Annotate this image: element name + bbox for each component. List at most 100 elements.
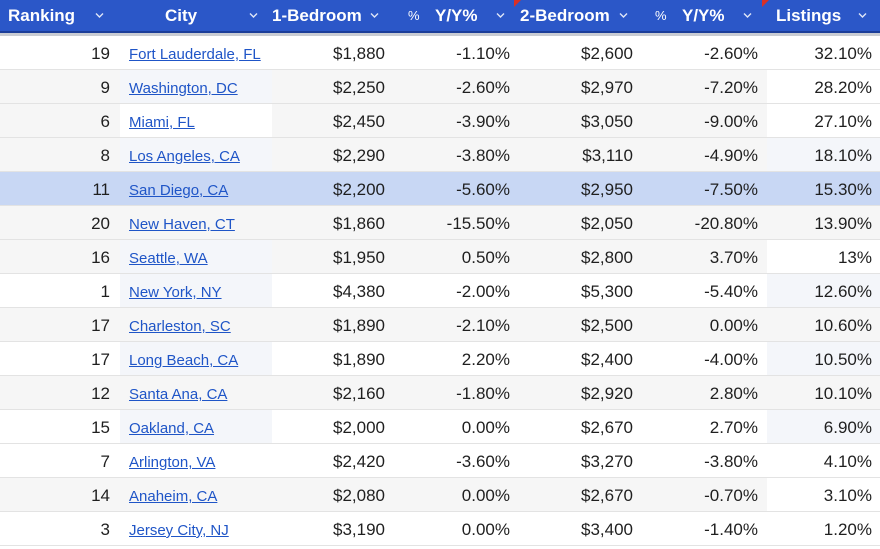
2-bedroom-yoy-cell[interactable]: 2.70% — [709, 418, 758, 437]
1-bedroom-yoy-cell[interactable]: 0.00% — [461, 520, 510, 539]
1-bedroom-yoy-cell[interactable]: -15.50% — [446, 214, 510, 233]
comment-marker-icon[interactable] — [762, 0, 769, 7]
2-bedroom-cell[interactable]: $2,800 — [581, 248, 633, 267]
2-bedroom-cell[interactable]: $2,670 — [581, 486, 633, 505]
column-header-2-bedroom-yoy[interactable]: % Y/Y% — [642, 0, 767, 31]
listings-cell[interactable]: 10.50% — [767, 342, 880, 375]
1-bedroom-yoy-cell[interactable]: -1.80% — [456, 384, 510, 403]
listings-cell[interactable]: 6.90% — [767, 410, 880, 443]
ranking-cell[interactable]: 20 — [91, 214, 110, 233]
ranking-cell[interactable]: 12 — [91, 384, 110, 403]
city-link[interactable]: Washington, DC — [120, 70, 272, 103]
ranking-cell[interactable]: 14 — [91, 486, 110, 505]
table-row[interactable]: 17 Charleston, SC $1,890 -2.10% $2,500 0… — [0, 308, 880, 342]
2-bedroom-yoy-cell[interactable]: -9.00% — [704, 112, 758, 131]
chevron-down-icon[interactable] — [95, 12, 104, 19]
1-bedroom-yoy-cell[interactable]: -1.10% — [456, 44, 510, 63]
1-bedroom-yoy-cell[interactable]: 0.50% — [461, 248, 510, 267]
2-bedroom-cell[interactable]: $2,050 — [581, 214, 633, 233]
2-bedroom-yoy-cell[interactable]: 3.70% — [709, 248, 758, 267]
city-link[interactable]: Long Beach, CA — [120, 342, 272, 375]
table-row-selected[interactable]: 11 San Diego, CA $2,200 -5.60% $2,950 -7… — [0, 172, 880, 206]
2-bedroom-cell[interactable]: $3,110 — [582, 146, 633, 165]
chevron-down-icon[interactable] — [743, 12, 752, 19]
2-bedroom-cell[interactable]: $5,300 — [581, 282, 633, 301]
chevron-down-icon[interactable] — [496, 12, 505, 19]
1-bedroom-yoy-cell[interactable]: -2.00% — [456, 282, 510, 301]
city-link[interactable]: Jersey City, NJ — [129, 522, 229, 539]
2-bedroom-yoy-cell[interactable]: -1.40% — [704, 520, 758, 539]
1-bedroom-cell[interactable]: $1,950 — [333, 248, 385, 267]
ranking-cell[interactable]: 17 — [91, 316, 110, 335]
table-row[interactable]: 3 Jersey City, NJ $3,190 0.00% $3,400 -1… — [0, 512, 880, 546]
ranking-cell[interactable]: 19 — [91, 44, 110, 63]
listings-cell[interactable]: 28.20% — [767, 70, 880, 103]
2-bedroom-yoy-cell[interactable]: -7.50% — [704, 180, 758, 199]
listings-cell[interactable]: 10.10% — [814, 384, 872, 403]
table-row[interactable]: 15 Oakland, CA $2,000 0.00% $2,670 2.70%… — [0, 410, 880, 444]
ranking-cell[interactable]: 16 — [91, 248, 110, 267]
ranking-cell[interactable]: 6 — [100, 112, 110, 131]
2-bedroom-yoy-cell[interactable]: -2.60% — [704, 44, 758, 63]
1-bedroom-cell[interactable]: $2,200 — [333, 180, 385, 199]
ranking-cell[interactable]: 3 — [100, 520, 110, 539]
listings-cell[interactable]: 12.60% — [767, 274, 880, 307]
1-bedroom-cell[interactable]: $2,000 — [333, 418, 385, 437]
listings-cell[interactable]: 3.10% — [767, 478, 880, 511]
table-row[interactable]: 8 Los Angeles, CA $2,290 -3.80% $3,110 -… — [0, 138, 880, 172]
1-bedroom-cell[interactable]: $1,890 — [333, 316, 385, 335]
listings-cell[interactable]: 1.20% — [823, 520, 872, 539]
1-bedroom-cell[interactable]: $2,160 — [333, 384, 385, 403]
2-bedroom-cell[interactable]: $2,950 — [581, 180, 633, 199]
1-bedroom-cell[interactable]: $2,420 — [333, 452, 385, 471]
2-bedroom-cell[interactable]: $2,920 — [581, 384, 633, 403]
1-bedroom-yoy-cell[interactable]: -3.60% — [456, 452, 510, 471]
2-bedroom-yoy-cell[interactable]: -3.80% — [704, 452, 758, 471]
2-bedroom-yoy-cell[interactable]: 2.80% — [709, 384, 758, 403]
chevron-down-icon[interactable] — [619, 12, 628, 19]
listings-cell[interactable]: 15.30% — [814, 180, 872, 199]
column-header-1-bedroom-yoy[interactable]: % Y/Y% — [395, 0, 520, 31]
1-bedroom-cell[interactable]: $2,080 — [333, 486, 385, 505]
listings-cell[interactable]: 18.10% — [767, 138, 880, 171]
city-link[interactable]: New York, NY — [120, 274, 272, 307]
table-row[interactable]: 19 Fort Lauderdale, FL $1,880 -1.10% $2,… — [0, 36, 880, 70]
listings-cell[interactable]: 13.90% — [814, 214, 872, 233]
ranking-cell[interactable]: 8 — [100, 146, 110, 165]
chevron-down-icon[interactable] — [370, 12, 379, 19]
table-row[interactable]: 16 Seattle, WA $1,950 0.50% $2,800 3.70%… — [0, 240, 880, 274]
1-bedroom-yoy-cell[interactable]: 0.00% — [461, 486, 510, 505]
1-bedroom-cell[interactable]: $4,380 — [333, 282, 385, 301]
2-bedroom-yoy-cell[interactable]: -7.20% — [704, 78, 758, 97]
ranking-cell[interactable]: 17 — [91, 350, 110, 369]
chevron-down-icon[interactable] — [249, 12, 258, 19]
ranking-cell[interactable]: 15 — [91, 418, 110, 437]
city-link[interactable]: Arlington, VA — [129, 454, 216, 471]
table-row[interactable]: 12 Santa Ana, CA $2,160 -1.80% $2,920 2.… — [0, 376, 880, 410]
table-row[interactable]: 9 Washington, DC $2,250 -2.60% $2,970 -7… — [0, 70, 880, 104]
1-bedroom-cell[interactable]: $1,880 — [333, 44, 385, 63]
table-row[interactable]: 17 Long Beach, CA $1,890 2.20% $2,400 -4… — [0, 342, 880, 376]
city-link[interactable]: Seattle, WA — [120, 240, 272, 273]
2-bedroom-cell[interactable]: $2,500 — [581, 316, 633, 335]
column-header-city[interactable]: City — [120, 0, 272, 31]
listings-cell[interactable]: 32.10% — [814, 44, 872, 63]
1-bedroom-yoy-cell[interactable]: -3.80% — [456, 146, 510, 165]
ranking-cell[interactable]: 7 — [100, 452, 110, 471]
column-header-1-bedroom[interactable]: 1-Bedroom — [272, 0, 395, 31]
city-link[interactable]: New Haven, CT — [129, 216, 235, 233]
column-header-listings[interactable]: Listings — [762, 0, 880, 31]
comment-marker-icon[interactable] — [514, 0, 521, 7]
2-bedroom-yoy-cell[interactable]: -4.90% — [704, 146, 758, 165]
city-link[interactable]: Oakland, CA — [120, 410, 272, 443]
2-bedroom-cell[interactable]: $3,050 — [581, 112, 633, 131]
2-bedroom-cell[interactable]: $2,600 — [581, 44, 633, 63]
2-bedroom-yoy-cell[interactable]: -4.00% — [704, 350, 758, 369]
1-bedroom-cell[interactable]: $2,450 — [333, 112, 385, 131]
1-bedroom-cell[interactable]: $1,890 — [333, 350, 385, 369]
2-bedroom-yoy-cell[interactable]: -20.80% — [694, 214, 758, 233]
city-link[interactable]: Anaheim, CA — [129, 488, 218, 505]
city-link[interactable]: Charleston, SC — [129, 318, 231, 335]
ranking-cell[interactable]: 11 — [92, 180, 110, 199]
1-bedroom-cell[interactable]: $1,860 — [333, 214, 385, 233]
